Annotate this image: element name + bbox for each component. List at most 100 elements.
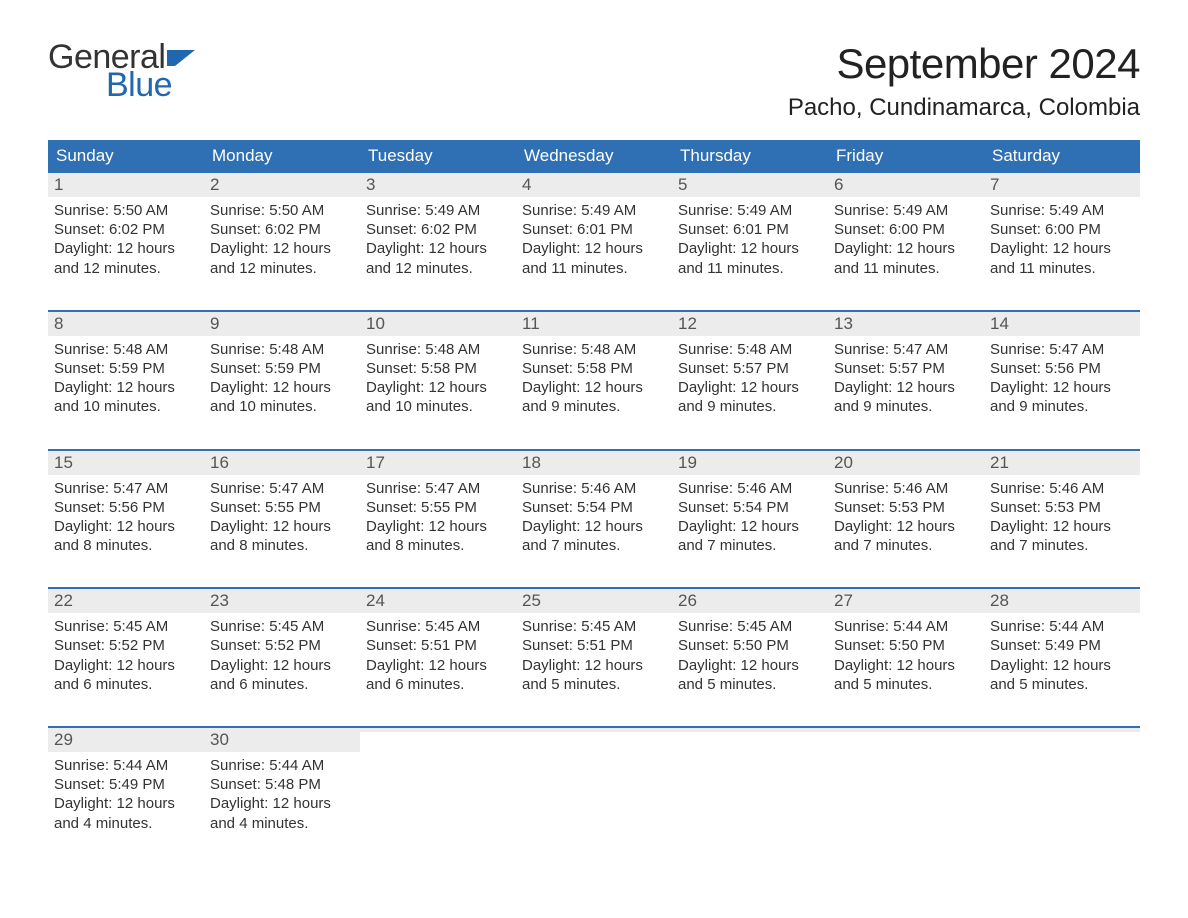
day-body: [828, 732, 984, 736]
day-cell: 6 Sunrise: 5:49 AMSunset: 6:00 PMDaylight…: [828, 173, 984, 278]
day-sunrise: Sunrise: 5:45 AM: [54, 617, 198, 636]
day-sunset: Sunset: 5:52 PM: [54, 636, 198, 655]
day-number-bar: 26: [672, 589, 828, 613]
day-body: [672, 732, 828, 736]
day-body: Sunrise: 5:50 AMSunset: 6:02 PMDaylight:…: [48, 197, 204, 278]
day-body: Sunrise: 5:44 AMSunset: 5:50 PMDaylight:…: [828, 613, 984, 694]
day-sunrise: Sunrise: 5:47 AM: [834, 340, 978, 359]
day-sunset: Sunset: 5:56 PM: [990, 359, 1134, 378]
day-sunset: Sunset: 5:54 PM: [522, 498, 666, 517]
day-number: 6: [834, 175, 843, 194]
day-dl1: Daylight: 12 hours: [678, 378, 822, 397]
day-number: 5: [678, 175, 687, 194]
day-sunrise: Sunrise: 5:44 AM: [54, 756, 198, 775]
day-dl1: Daylight: 12 hours: [522, 239, 666, 258]
day-dl2: and 7 minutes.: [522, 536, 666, 555]
day-sunset: Sunset: 5:52 PM: [210, 636, 354, 655]
day-number-bar: 14: [984, 312, 1140, 336]
week-row: 29Sunrise: 5:44 AMSunset: 5:49 PMDayligh…: [48, 726, 1140, 833]
day-dl2: and 8 minutes.: [366, 536, 510, 555]
day-body: Sunrise: 5:44 AMSunset: 5:49 PMDaylight:…: [984, 613, 1140, 694]
day-cell: 18Sunrise: 5:46 AMSunset: 5:54 PMDayligh…: [516, 451, 672, 556]
day-dl2: and 11 minutes.: [522, 259, 666, 278]
day-sunset: Sunset: 5:54 PM: [678, 498, 822, 517]
day-body: Sunrise: 5:47 AMSunset: 5:55 PMDaylight:…: [360, 475, 516, 556]
day-dl1: Daylight: 12 hours: [678, 517, 822, 536]
day-cell: 17Sunrise: 5:47 AMSunset: 5:55 PMDayligh…: [360, 451, 516, 556]
day-dl1: Daylight: 12 hours: [366, 378, 510, 397]
day-sunset: Sunset: 5:58 PM: [522, 359, 666, 378]
day-number: 20: [834, 453, 853, 472]
day-cell: 4Sunrise: 5:49 AMSunset: 6:01 PMDaylight…: [516, 173, 672, 278]
day-cell: 22Sunrise: 5:45 AMSunset: 5:52 PMDayligh…: [48, 589, 204, 694]
day-sunset: Sunset: 5:48 PM: [210, 775, 354, 794]
day-sunset: Sunset: 6:02 PM: [210, 220, 354, 239]
day-sunrise: Sunrise: 5:50 AM: [210, 201, 354, 220]
day-number: 27: [834, 591, 853, 610]
day-cell: 24Sunrise: 5:45 AMSunset: 5:51 PMDayligh…: [360, 589, 516, 694]
day-sunrise: Sunrise: 5:44 AM: [990, 617, 1134, 636]
day-number-bar: 21: [984, 451, 1140, 475]
day-number: 25: [522, 591, 541, 610]
week-row: 22Sunrise: 5:45 AMSunset: 5:52 PMDayligh…: [48, 587, 1140, 694]
day-body: Sunrise: 5:49 AMSunset: 6:00 PMDaylight:…: [828, 197, 984, 278]
day-number: 8: [54, 314, 63, 333]
day-number: 7: [990, 175, 999, 194]
day-sunset: Sunset: 6:00 PM: [834, 220, 978, 239]
day-number: 22: [54, 591, 73, 610]
day-dl1: Daylight: 12 hours: [366, 239, 510, 258]
day-sunrise: Sunrise: 5:48 AM: [54, 340, 198, 359]
day-number: 4: [522, 175, 531, 194]
header: General Blue September 2024 Pacho, Cundi…: [48, 40, 1140, 122]
day-sunset: Sunset: 5:57 PM: [834, 359, 978, 378]
logo: General Blue: [48, 40, 197, 102]
day-number-bar: 9: [204, 312, 360, 336]
day-sunrise: Sunrise: 5:48 AM: [366, 340, 510, 359]
day-cell: 19Sunrise: 5:46 AMSunset: 5:54 PMDayligh…: [672, 451, 828, 556]
day-number-bar: 30: [204, 728, 360, 752]
day-sunset: Sunset: 5:51 PM: [366, 636, 510, 655]
day-sunrise: Sunrise: 5:48 AM: [678, 340, 822, 359]
logo-word-blue: Blue: [106, 68, 197, 102]
day-dl1: Daylight: 12 hours: [54, 239, 198, 258]
day-sunrise: Sunrise: 5:45 AM: [210, 617, 354, 636]
day-cell: 26Sunrise: 5:45 AMSunset: 5:50 PMDayligh…: [672, 589, 828, 694]
day-cell: 3Sunrise: 5:49 AMSunset: 6:02 PMDaylight…: [360, 173, 516, 278]
day-number: 2: [210, 175, 219, 194]
day-dl1: Daylight: 12 hours: [522, 656, 666, 675]
calendar: Sunday Monday Tuesday Wednesday Thursday…: [48, 140, 1140, 833]
weekday-header: Monday: [204, 140, 360, 173]
day-number: 9: [210, 314, 219, 333]
day-dl1: Daylight: 12 hours: [210, 656, 354, 675]
day-number-bar: 19: [672, 451, 828, 475]
day-number: 29: [54, 730, 73, 749]
day-cell: 1Sunrise: 5:50 AMSunset: 6:02 PMDaylight…: [48, 173, 204, 278]
day-dl1: Daylight: 12 hours: [366, 656, 510, 675]
day-dl2: and 5 minutes.: [678, 675, 822, 694]
day-number-bar: 11: [516, 312, 672, 336]
day-number-bar: 15: [48, 451, 204, 475]
day-sunrise: Sunrise: 5:46 AM: [834, 479, 978, 498]
day-number-bar: 13: [828, 312, 984, 336]
day-number-bar: 7: [984, 173, 1140, 197]
day-dl1: Daylight: 12 hours: [834, 517, 978, 536]
day-sunrise: Sunrise: 5:47 AM: [210, 479, 354, 498]
day-body: Sunrise: 5:48 AMSunset: 5:59 PMDaylight:…: [204, 336, 360, 417]
day-cell: [360, 728, 516, 833]
day-number-bar: 10: [360, 312, 516, 336]
day-sunset: Sunset: 5:55 PM: [366, 498, 510, 517]
month-year-title: September 2024: [788, 40, 1140, 88]
day-cell: 27 Sunrise: 5:44 AMSunset: 5:50 PMDayligh…: [828, 589, 984, 694]
day-cell: 13 Sunrise: 5:47 AMSunset: 5:57 PMDayligh…: [828, 312, 984, 417]
day-cell: 2Sunrise: 5:50 AMSunset: 6:02 PMDaylight…: [204, 173, 360, 278]
day-dl1: Daylight: 12 hours: [834, 378, 978, 397]
day-sunrise: Sunrise: 5:50 AM: [54, 201, 198, 220]
day-sunset: Sunset: 5:53 PM: [990, 498, 1134, 517]
day-dl2: and 9 minutes.: [990, 397, 1134, 416]
day-sunrise: Sunrise: 5:49 AM: [522, 201, 666, 220]
day-cell: 28Sunrise: 5:44 AMSunset: 5:49 PMDayligh…: [984, 589, 1140, 694]
day-sunset: Sunset: 5:57 PM: [678, 359, 822, 378]
day-number: 3: [366, 175, 375, 194]
day-cell: 15Sunrise: 5:47 AMSunset: 5:56 PMDayligh…: [48, 451, 204, 556]
day-body: Sunrise: 5:45 AMSunset: 5:51 PMDaylight:…: [516, 613, 672, 694]
